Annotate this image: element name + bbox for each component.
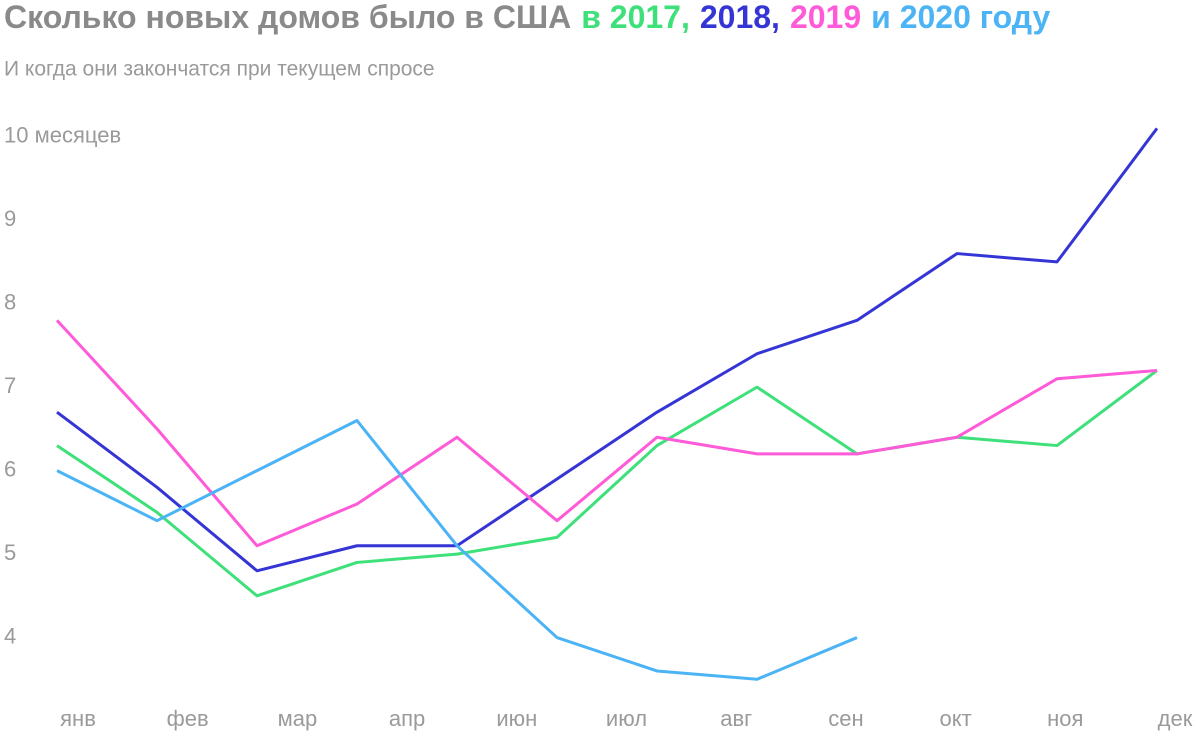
x-tick-label: авг <box>720 706 752 731</box>
chart-title: Сколько новых домов было в США в 2017, 201… <box>4 0 1051 35</box>
x-tick-label: ноя <box>1047 706 1083 731</box>
y-tick-label: 9 <box>4 206 16 231</box>
title-part: и 2020 году <box>871 0 1050 35</box>
line-series <box>56 419 858 681</box>
y-tick-label: 7 <box>4 373 16 398</box>
line-series <box>56 127 1159 573</box>
x-tick-label: июл <box>606 706 647 731</box>
x-tick-label: мар <box>278 706 318 731</box>
y-tick-label: 6 <box>4 456 16 481</box>
x-tick-label: апр <box>389 706 425 731</box>
y-tick-label: 10 месяцев <box>4 123 121 148</box>
x-tick-label: фев <box>167 706 209 731</box>
x-tick-label: дек <box>1158 706 1193 731</box>
line-series <box>56 369 1158 598</box>
x-tick-label: сен <box>828 706 863 731</box>
y-tick-label: 8 <box>4 289 16 314</box>
title-part: 2018, <box>700 0 780 35</box>
line-series <box>55 319 1158 548</box>
x-tick-label: окт <box>940 706 972 731</box>
x-tick-label: янв <box>60 706 96 731</box>
chart-subtitle: И когда они закончатся при текущем спрос… <box>4 58 435 81</box>
title-part: Сколько новых домов было в США <box>4 0 571 35</box>
y-tick-label: 4 <box>4 623 16 648</box>
title-part: в 2017, <box>581 0 690 35</box>
title-part: 2019 <box>790 0 861 35</box>
y-tick-label: 5 <box>4 540 16 565</box>
x-tick-label: июн <box>496 706 537 731</box>
